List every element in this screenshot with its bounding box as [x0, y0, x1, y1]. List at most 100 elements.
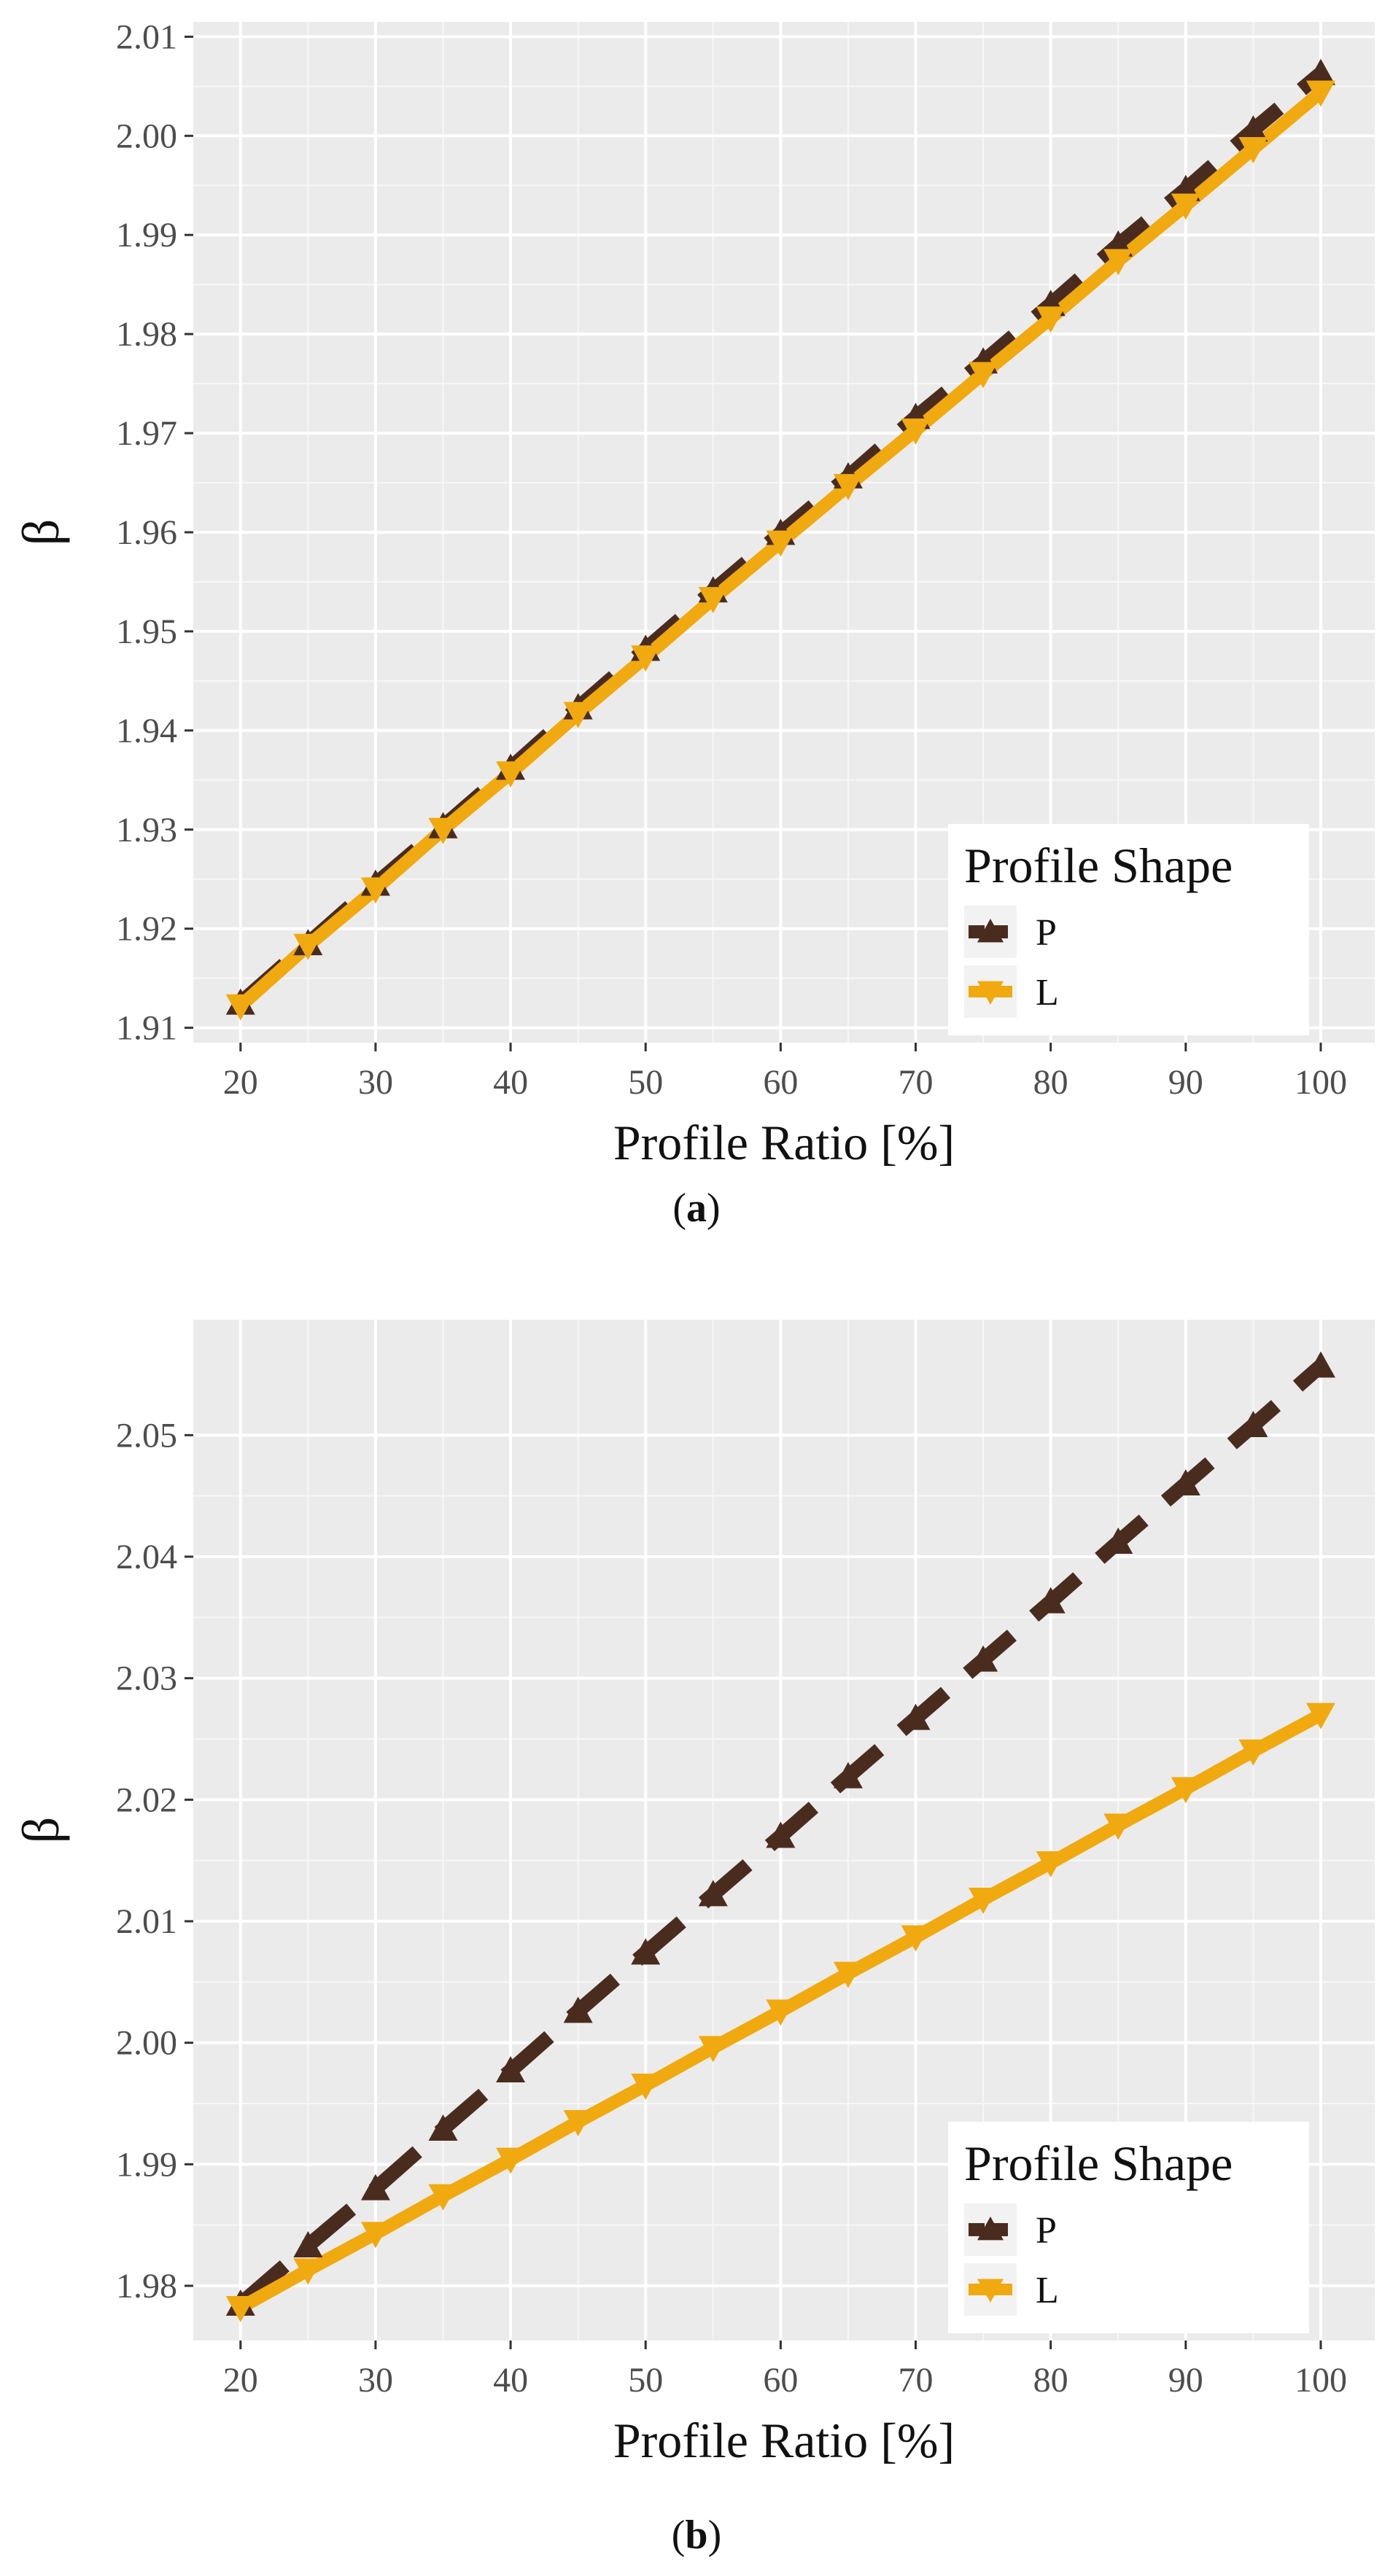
y-tick-label: 2.01 [116, 1902, 177, 1941]
y-tick-label: 1.99 [116, 216, 177, 254]
data-point-L [293, 933, 323, 960]
data-point-L [1036, 306, 1066, 333]
legend-title: Profile Shape [964, 838, 1233, 893]
x-tick-label: 80 [1033, 1063, 1068, 1102]
caption-a: (a) [672, 1186, 721, 1231]
y-tick-label: 1.97 [116, 414, 177, 453]
y-tick-label: 2.00 [116, 117, 177, 155]
x-tick-label: 90 [1168, 1063, 1203, 1102]
data-point-L [1238, 1739, 1268, 1766]
y-tick-label: 2.05 [116, 1416, 177, 1455]
data-point-L [360, 2222, 390, 2249]
y-tick-label: 1.98 [116, 2267, 177, 2305]
data-point-L [833, 474, 863, 501]
data-point-L [901, 1925, 931, 1952]
y-axis-title: β [12, 519, 70, 546]
y-tick-label: 1.91 [116, 1009, 177, 1048]
data-point-P [496, 2056, 526, 2082]
y-tick-label: 2.03 [116, 1659, 177, 1698]
data-point-L [496, 2147, 526, 2174]
data-point-P [1238, 115, 1268, 142]
x-tick-label: 30 [358, 1063, 393, 1102]
data-point-L [969, 1888, 998, 1914]
data-point-P [1171, 1469, 1200, 1495]
caption-b: (b) [671, 2513, 722, 2558]
data-point-P [1305, 58, 1335, 85]
data-point-P [698, 1880, 728, 1907]
x-tick-label: 50 [628, 2361, 663, 2400]
legend-title: Profile Shape [964, 2136, 1233, 2191]
data-point-L [1103, 1813, 1133, 1840]
data-point-P [631, 1938, 661, 1965]
x-tick-label: 50 [628, 1063, 663, 1102]
data-point-L [969, 362, 998, 389]
data-point-P [563, 1996, 593, 2023]
chart-panel-b: 20 30 40 50 60 70 80 90 100 1.98 1.99 2.00 2.01 2.02 2… [0, 1298, 1393, 2576]
data-point-L [631, 645, 661, 672]
x-tick-label: 20 [223, 2361, 258, 2400]
data-point-L [766, 1999, 796, 2026]
y-tick-label: 2.01 [116, 17, 177, 56]
data-point-L [428, 817, 458, 844]
x-tick-label: 100 [1295, 1063, 1347, 1102]
x-tick-label: 60 [763, 2361, 798, 2400]
y-axis-title: β [12, 1817, 70, 1844]
data-point-L [766, 530, 796, 557]
data-point-L [428, 2184, 458, 2211]
data-point-L [1305, 80, 1335, 107]
data-point-L [833, 1961, 863, 1988]
data-point-L [698, 587, 728, 614]
y-tick-label: 1.95 [116, 612, 177, 651]
data-point-L [1171, 1777, 1200, 1804]
data-point-P [1305, 1351, 1335, 1378]
x-axis-title: Profile Ratio [%] [613, 2413, 955, 2468]
x-tick-label: 60 [763, 1063, 798, 1102]
caption-a-label: a [686, 1186, 707, 1231]
legend-marker-P [977, 919, 1004, 943]
chart-a: 20 30 40 50 60 70 80 90 100 1.91 1.92 1.93 1.94 1.95 1… [12, 17, 1375, 1170]
y-tick-label: 1.99 [116, 2145, 177, 2184]
data-point-P [1036, 1587, 1066, 1614]
data-point-P [360, 2174, 390, 2201]
data-point-L [1305, 1703, 1335, 1729]
data-point-L [901, 419, 931, 445]
legend-marker-P [977, 2217, 1004, 2241]
legend-marker-L [977, 2279, 1004, 2303]
data-point-L [1036, 1851, 1066, 1877]
y-tick-label: 1.94 [116, 712, 177, 750]
y-tick-label: 1.96 [116, 513, 177, 552]
data-point-P [1238, 1411, 1268, 1437]
x-tick-label: 40 [493, 1063, 528, 1102]
chart-panel-a: 20 30 40 50 60 70 80 90 100 1.91 1.92 1.93 1.94 1.95 1… [0, 0, 1393, 1283]
data-point-L [360, 877, 390, 904]
data-point-P [428, 2114, 458, 2141]
data-point-L [496, 761, 526, 788]
data-point-L [631, 2074, 661, 2100]
y-tick-label: 1.98 [116, 315, 177, 354]
data-point-L [225, 994, 255, 1021]
legend-label-L: L [1036, 972, 1059, 1013]
x-tick-label: 100 [1295, 2361, 1347, 2400]
data-point-L [698, 2036, 728, 2063]
data-point-P [1103, 1528, 1133, 1554]
data-point-P [766, 1821, 796, 1848]
data-point-P [969, 1645, 998, 1672]
x-tick-label: 30 [358, 2361, 393, 2400]
y-tick-label: 2.00 [116, 2024, 177, 2063]
legend-label-L: L [1036, 2270, 1059, 2311]
y-tick-label: 2.02 [116, 1781, 177, 1819]
x-axis-title: Profile Ratio [%] [613, 1115, 955, 1170]
data-point-L [293, 2258, 323, 2285]
data-point-P [901, 1703, 931, 1730]
data-point-L [1238, 136, 1268, 163]
chart-b: 20 30 40 50 60 70 80 90 100 1.98 1.99 2.00 2.01 2.02 2… [12, 1320, 1375, 2468]
caption-b-label: b [685, 2513, 708, 2558]
legend-marker-L [977, 981, 1004, 1005]
legend-label-P: P [1036, 912, 1057, 954]
data-point-P [293, 2231, 323, 2257]
data-point-L [563, 701, 593, 728]
data-point-P [833, 1762, 863, 1789]
y-tick-label: 2.04 [116, 1538, 177, 1576]
x-tick-label: 80 [1033, 2361, 1068, 2400]
data-point-L [1171, 193, 1200, 220]
